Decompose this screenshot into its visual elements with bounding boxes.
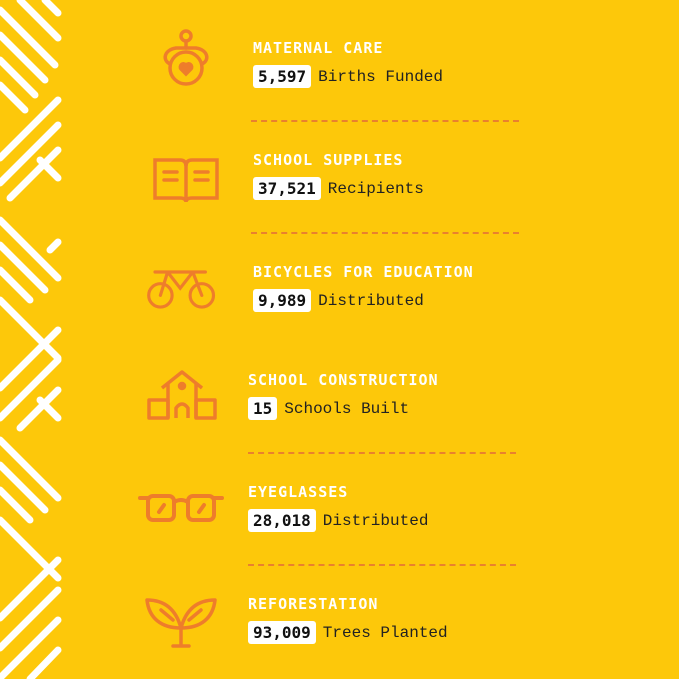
school-icon — [146, 368, 218, 428]
item-value: 93,009 — [248, 621, 316, 644]
item-value: 15 — [248, 397, 278, 420]
book-icon — [150, 150, 222, 210]
item-unit: Schools Built — [284, 399, 410, 418]
mother-baby-icon — [150, 28, 222, 88]
item-title: REFORESTATION — [248, 595, 379, 613]
item-title: SCHOOL SUPPLIES — [253, 151, 404, 169]
item-unit: Recipients — [327, 179, 424, 198]
item-title: SCHOOL CONSTRUCTION — [248, 371, 439, 389]
item-unit: Births Funded — [318, 67, 443, 86]
divider — [251, 232, 519, 234]
item-unit: Trees Planted — [322, 623, 448, 642]
item-value: 5,597 — [253, 65, 312, 88]
divider — [248, 564, 516, 566]
item-value: 9,989 — [253, 289, 312, 312]
divider — [248, 452, 516, 454]
item-title: BICYCLES FOR EDUCATION — [253, 263, 474, 281]
divider — [251, 120, 519, 122]
item-unit: Distributed — [322, 511, 429, 530]
item-title: EYEGLASSES — [248, 483, 349, 501]
item-value: 37,521 — [253, 177, 321, 200]
item-title: MATERNAL CARE — [253, 39, 384, 57]
item-value: 28,018 — [248, 509, 316, 532]
bicycle-icon — [146, 260, 218, 320]
sprout-icon — [145, 592, 217, 652]
eyeglasses-icon — [138, 478, 224, 538]
decorative-pattern — [0, 0, 62, 679]
item-unit: Distributed — [318, 291, 424, 310]
